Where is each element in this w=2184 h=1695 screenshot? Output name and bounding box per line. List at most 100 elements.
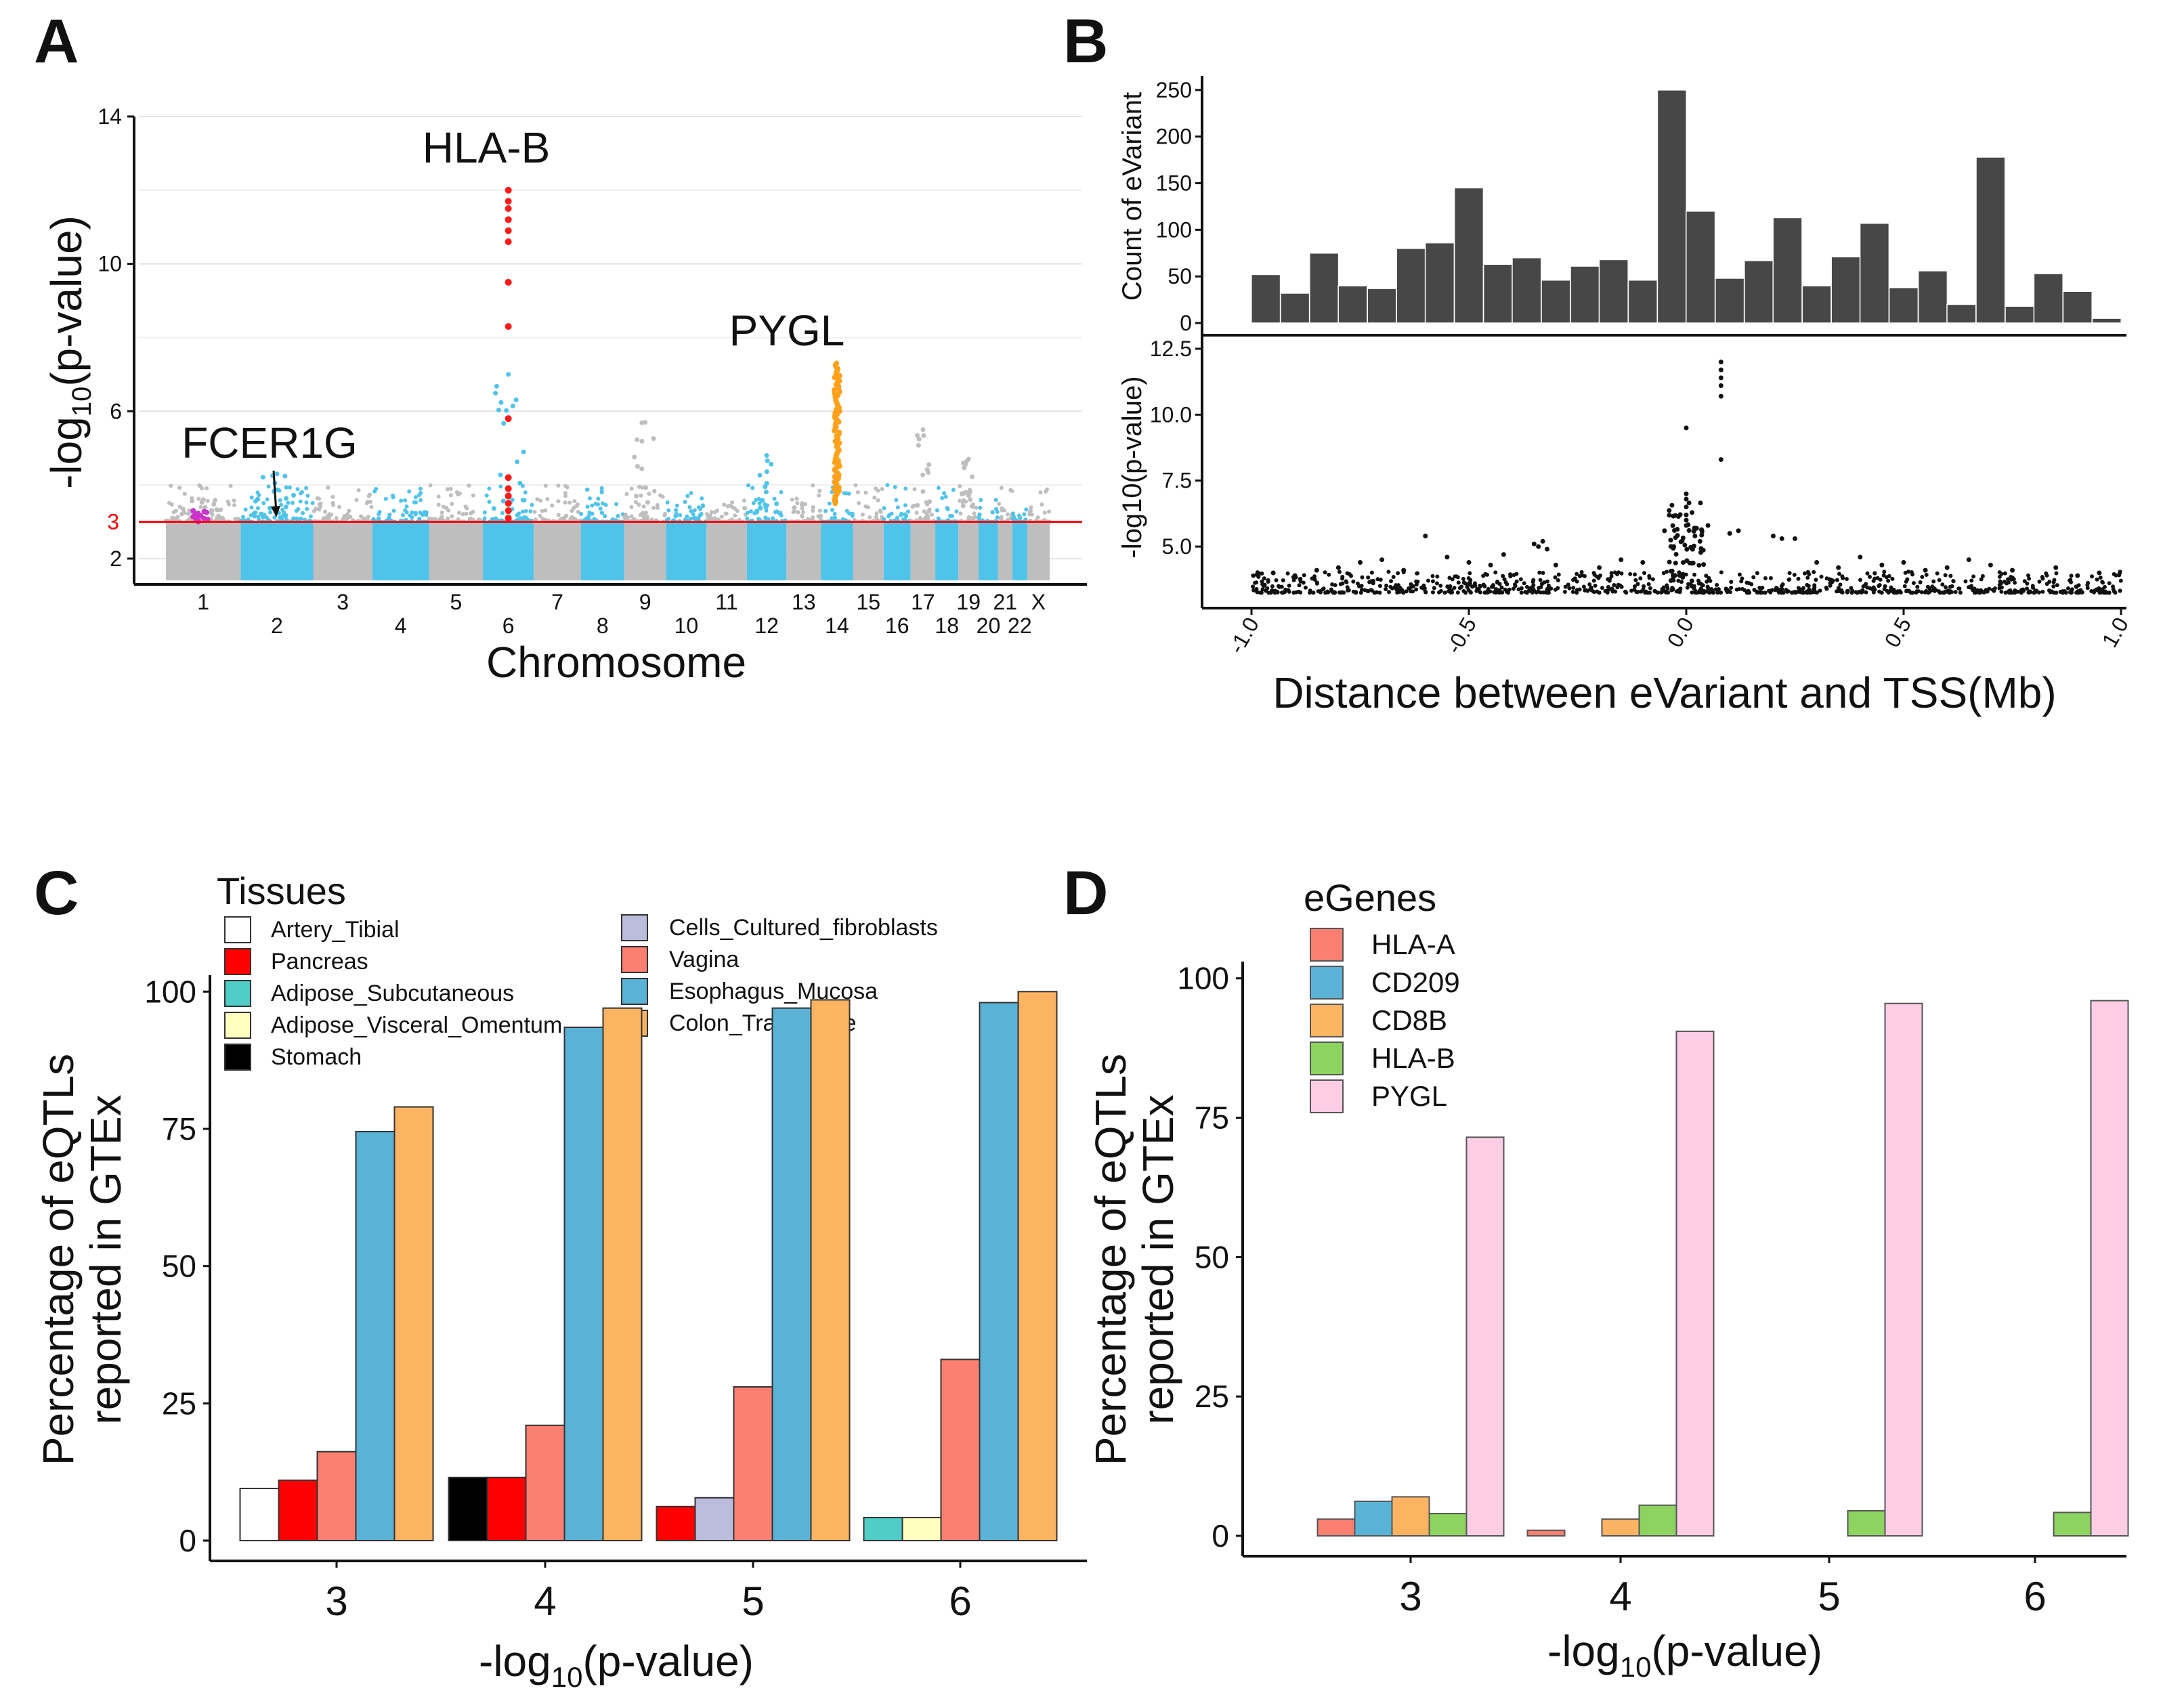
scatter-point bbox=[1538, 590, 1543, 595]
snp-point bbox=[494, 383, 499, 389]
scatter-point bbox=[1827, 577, 1832, 582]
scatter-point bbox=[1432, 586, 1436, 591]
snp-point bbox=[417, 516, 422, 521]
scatter-point bbox=[2019, 588, 2024, 593]
panel-d-y-axis-title-line2: reported in GTEx bbox=[1134, 1094, 1182, 1424]
histogram-bar bbox=[1859, 222, 1890, 324]
bar-hla-a bbox=[1316, 1518, 1356, 1537]
snp-point bbox=[790, 497, 794, 502]
scatter-point bbox=[1254, 580, 1259, 585]
panel-letter-c: C bbox=[34, 859, 79, 928]
scatter-point bbox=[1780, 586, 1784, 591]
scatter-point bbox=[1503, 587, 1507, 592]
bar-hla-b bbox=[2053, 1511, 2092, 1537]
snp-point bbox=[773, 510, 777, 515]
scatter-point bbox=[2034, 588, 2038, 593]
snp-point bbox=[733, 513, 737, 518]
snp-point bbox=[279, 502, 284, 507]
snp-point bbox=[794, 496, 799, 501]
scatter-point bbox=[1671, 513, 1676, 519]
scatter-point bbox=[1890, 576, 1895, 581]
panel-a-y-ticks: 2 6 10 14 bbox=[98, 104, 134, 571]
histogram-bar bbox=[1309, 253, 1340, 324]
chromosome-band bbox=[313, 521, 372, 580]
scatter-point bbox=[1673, 535, 1678, 540]
legend-label: HLA-B bbox=[1371, 1042, 1455, 1074]
bar-vagina bbox=[525, 1424, 565, 1542]
scatter-point bbox=[1737, 587, 1742, 592]
snp-point bbox=[284, 496, 289, 501]
scatter-point bbox=[2102, 590, 2107, 595]
scatter-point bbox=[2009, 574, 2013, 579]
annotation-pygl: PYGL bbox=[729, 306, 845, 355]
scatter-point bbox=[1323, 570, 1327, 575]
scatter-point bbox=[1931, 579, 1936, 584]
snp-point bbox=[500, 511, 505, 515]
scatter-point bbox=[2097, 591, 2102, 595]
scatter-point bbox=[1455, 575, 1460, 580]
scatter-point bbox=[1262, 584, 1266, 588]
snp-point bbox=[914, 511, 919, 515]
snp-point bbox=[599, 486, 604, 490]
panel-b-scatter-y-ticks: 5.0 7.5 10.0 12.5 bbox=[1150, 337, 1202, 559]
scatter-point bbox=[1459, 584, 1464, 589]
panel-c-x-axis-title: -log10(p-value) bbox=[479, 1637, 754, 1693]
scatter-point bbox=[1668, 538, 1673, 543]
snp-point bbox=[445, 487, 450, 492]
scatter-point bbox=[1807, 572, 1812, 576]
scatter-point bbox=[1302, 573, 1306, 578]
scatter-point bbox=[1943, 585, 1948, 590]
snp-point bbox=[857, 500, 861, 505]
snp-point bbox=[970, 515, 976, 521]
snp-point bbox=[214, 507, 219, 513]
snp-point bbox=[800, 501, 805, 506]
chromosome-band bbox=[429, 521, 484, 580]
chromosome-band bbox=[935, 521, 959, 580]
scatter-point bbox=[1619, 557, 1624, 563]
snp-point bbox=[574, 504, 578, 509]
bar-colon-transverse bbox=[393, 1106, 434, 1541]
snp-point bbox=[467, 484, 471, 488]
y-tick-label: 5.0 bbox=[1162, 534, 1192, 559]
scatter-point bbox=[1701, 562, 1707, 567]
scatter-point bbox=[1728, 590, 1732, 595]
scatter-point bbox=[1697, 538, 1703, 544]
chromosome-band bbox=[821, 521, 853, 580]
scatter-point bbox=[1474, 588, 1479, 593]
scatter-point bbox=[1401, 591, 1406, 595]
snp-point bbox=[599, 490, 604, 495]
snp-point bbox=[966, 493, 971, 498]
snp-point bbox=[733, 506, 737, 511]
snp-point bbox=[823, 509, 828, 513]
snp-point bbox=[298, 491, 303, 496]
snp-point bbox=[644, 516, 649, 521]
scatter-point bbox=[1686, 528, 1692, 533]
snp-point bbox=[685, 514, 689, 519]
x-tick-label: 6 bbox=[949, 1579, 971, 1624]
legend-label: Vagina bbox=[669, 947, 739, 972]
scatter-point bbox=[1949, 590, 1954, 595]
snp-point bbox=[169, 502, 174, 507]
snp-point bbox=[1029, 512, 1034, 517]
snp-point bbox=[517, 480, 523, 486]
bar-artery-tibial bbox=[239, 1487, 280, 1541]
histogram-bar bbox=[1453, 187, 1484, 324]
scatter-point bbox=[1858, 555, 1863, 560]
snp-point bbox=[317, 507, 322, 512]
snp-point bbox=[278, 515, 283, 520]
snp-point bbox=[811, 505, 815, 509]
scatter-point bbox=[1635, 582, 1640, 586]
snp-point bbox=[771, 516, 775, 521]
snp-point bbox=[708, 513, 712, 518]
scatter-point bbox=[1463, 591, 1468, 595]
bar-pancreas bbox=[486, 1476, 527, 1541]
scatter-point bbox=[1553, 562, 1558, 567]
snp-point bbox=[1035, 515, 1040, 520]
snp-point bbox=[865, 505, 870, 510]
snp-point bbox=[844, 509, 849, 513]
scatter-point bbox=[1607, 577, 1612, 582]
snp-point bbox=[603, 514, 607, 519]
scatter-point bbox=[1699, 527, 1705, 532]
scatter-point bbox=[1505, 582, 1509, 586]
